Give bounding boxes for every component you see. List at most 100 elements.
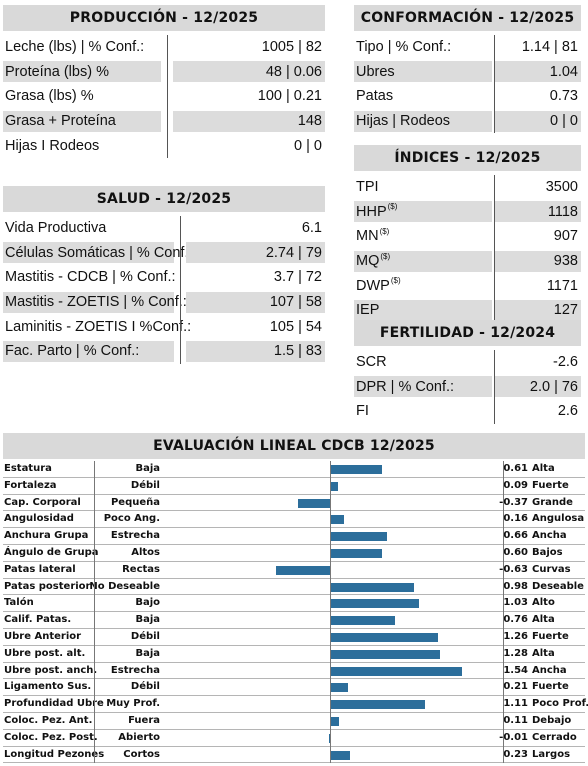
indices-row-label: TPI [354, 177, 492, 198]
lineal-bar [330, 717, 340, 726]
lineal-bar [330, 582, 415, 592]
lineal-value-label: -0.37 [499, 496, 528, 508]
fertilidad-row-value: -2.6 [553, 354, 578, 371]
lineal-row-separator [3, 594, 585, 596]
conformacion-row-value: 1.14 | 81 [521, 39, 578, 56]
lineal-bar [328, 733, 330, 743]
lineal-row-separator [3, 493, 585, 495]
indices-row-label-text: DWP [356, 277, 390, 294]
lineal-bar [330, 549, 382, 558]
produccion-row-label: Grasa + Proteína [3, 110, 161, 132]
lineal-value-label: 0.98 [503, 580, 528, 592]
lineal-trait-label: Angulosidad [4, 513, 74, 525]
salud-row-label: Mastitis - ZOETIS | % Conf.: [3, 291, 187, 313]
salud-row-value: 2.74 | 79 [186, 242, 325, 264]
conformacion-row-label: Hijas | Rodeos [354, 110, 492, 132]
lineal-low-label: Baja [135, 647, 160, 659]
fertilidad-title: FERTILIDAD - 12/2024 [354, 320, 581, 346]
lineal-low-label: Altos [131, 547, 160, 558]
lineal-trait-label: Talón [4, 597, 34, 609]
lineal-trait-label: Coloc. Pez. Post. [4, 731, 98, 743]
lineal-bar [330, 700, 426, 710]
lineal-low-label: Baja [135, 614, 160, 626]
lineal-title: EVALUACIÓN LINEAL CDCB 12/2025 [3, 433, 585, 459]
lineal-row: Fortaleza Débil 0.09 Fuerte [3, 478, 585, 495]
fertilidad-row-label-text: FI [356, 403, 369, 420]
lineal-value-label: 1.26 [503, 631, 528, 642]
lineal-low-label: Débil [130, 681, 160, 693]
salud-row-value: 107 | 58 [186, 291, 325, 313]
lineal-row-separator [3, 728, 585, 730]
lineal-trait-label: Cap. Corporal [4, 496, 81, 508]
indices-row-label-text: MQ [356, 253, 380, 270]
salud-row-label-text: Fac. Parto | % Conf.: [5, 343, 140, 360]
lineal-chart: Estatura Baja 0.61 Alta Fortaleza Débil 0.09 Fu… [3, 461, 588, 766]
lineal-low-label: Rectas [122, 563, 160, 575]
lineal-value-label: 0.21 [503, 681, 528, 693]
salud-row-label-text: Laminitis - ZOETIS I %Conf.: [5, 318, 192, 335]
produccion-divider [167, 35, 168, 158]
salud-row: Fac. Parto | % Conf.: 1.5 | 83 [3, 339, 325, 364]
lineal-row-separator [3, 711, 585, 713]
lineal-high-label: Fuerte [532, 631, 569, 642]
lineal-high-label: Angulosa [532, 513, 585, 525]
salud-row-value: 6.1 [301, 220, 322, 237]
lineal-trait-label: Patas lateral [4, 563, 76, 575]
produccion-row: Grasa + Proteína 148 [3, 109, 325, 134]
produccion-title: PRODUCCIÓN - 12/2025 [3, 5, 325, 31]
lineal-value-label: 0.16 [503, 513, 528, 525]
lineal-trait-label: Longitud Pezones [4, 748, 105, 760]
lineal-row-separator [3, 678, 585, 680]
lineal-value-label: 0.60 [503, 547, 528, 558]
lineal-high-label: Deseable [532, 580, 584, 592]
lineal-high-label: Bajos [532, 547, 563, 558]
lineal-value-label: 0.76 [503, 614, 528, 626]
produccion-row-label: Proteína (lbs) % [3, 61, 161, 83]
lineal-low-label: Pequeña [110, 496, 160, 508]
lineal-trait-label: Coloc. Pez. Ant. [4, 715, 93, 726]
lineal-trait-label: Patas posterior [4, 580, 91, 592]
lineal-trait-label: Calif. Patas. [4, 614, 72, 626]
lineal-low-label: Estrecha [110, 664, 160, 676]
conformacion-row-label-text: Hijas | Rodeos [356, 113, 451, 130]
lineal-row-separator [3, 745, 585, 747]
indices-row-superscript: ($) [380, 251, 391, 261]
conformacion-row-value: 1.04 [495, 61, 581, 83]
indices-row-superscript: ($) [390, 276, 401, 286]
salud-row: Laminitis - ZOETIS I %Conf.: 105 | 54 [3, 314, 325, 339]
lineal-bar [330, 599, 419, 609]
lineal-trait-label: Estatura [4, 463, 52, 474]
produccion-row-value: 1005 | 82 [261, 39, 322, 56]
produccion-row-label-text: Grasa + Proteína [5, 113, 116, 130]
lineal-row: Ligamento Sus. Débil 0.21 Fuerte [3, 679, 585, 697]
salud-row-label: Células Somáticas | % Conf.: [3, 242, 193, 264]
salud-row-label: Mastitis - CDCB | % Conf.: [3, 267, 176, 288]
lineal-low-label: Fuera [128, 715, 160, 726]
lineal-row: Ubre Anterior Débil 1.26 Fuerte [3, 629, 585, 646]
lineal-row: Coloc. Pez. Post. Abierto -0.01 Cerrado [3, 730, 585, 747]
lineal-panel: EVALUACIÓN LINEAL CDCB 12/2025 Estatura B… [3, 433, 588, 766]
lineal-row-separator [3, 644, 585, 646]
conformacion-divider [493, 35, 495, 134]
lineal-bar [330, 666, 463, 676]
indices-panel: ÍNDICES - 12/2025 TPI 3500 HHP ($) 1118 MN ($)… [354, 145, 581, 323]
produccion-row-value: 148 [173, 110, 325, 132]
indices-row: HHP ($) 1118 [354, 200, 581, 225]
lineal-bar [330, 616, 396, 626]
lineal-high-label: Cerrado [532, 731, 577, 743]
lineal-row: Profundidad Ubre Muy Prof. 1.11 Poco Prof. [3, 696, 588, 713]
lineal-row: Patas lateral Rectas -0.63 Curvas [3, 562, 585, 579]
lineal-row-separator [3, 695, 585, 697]
indices-row: MQ ($) 938 [354, 249, 581, 274]
indices-row-label-text: HHP [356, 203, 387, 220]
lineal-row-separator [3, 560, 585, 562]
lineal-divider-left [94, 461, 95, 764]
lineal-row: Patas posterior No Deseable 0.98 Deseable [3, 579, 585, 596]
indices-row-superscript: ($) [379, 226, 390, 236]
conformacion-row-label: Tipo | % Conf.: [354, 37, 492, 58]
lineal-value-label: 0.11 [503, 715, 528, 726]
lineal-trait-label: Fortaleza [4, 479, 57, 491]
lineal-value-label: 0.66 [503, 530, 528, 542]
lineal-low-label: Débil [130, 479, 160, 491]
lineal-value-label: -0.63 [499, 563, 528, 575]
